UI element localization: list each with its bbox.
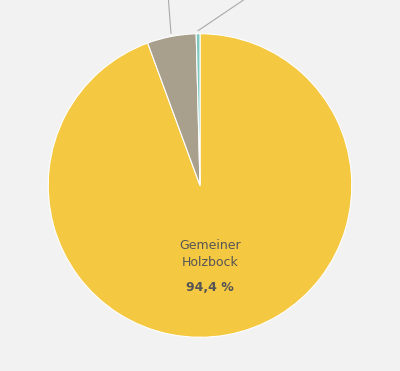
Text: 94,4 %: 94,4 %: [186, 281, 234, 294]
Wedge shape: [196, 34, 200, 186]
Wedge shape: [48, 34, 352, 337]
Wedge shape: [148, 34, 200, 186]
Text: Gemeiner
Holzbock: Gemeiner Holzbock: [179, 239, 241, 269]
